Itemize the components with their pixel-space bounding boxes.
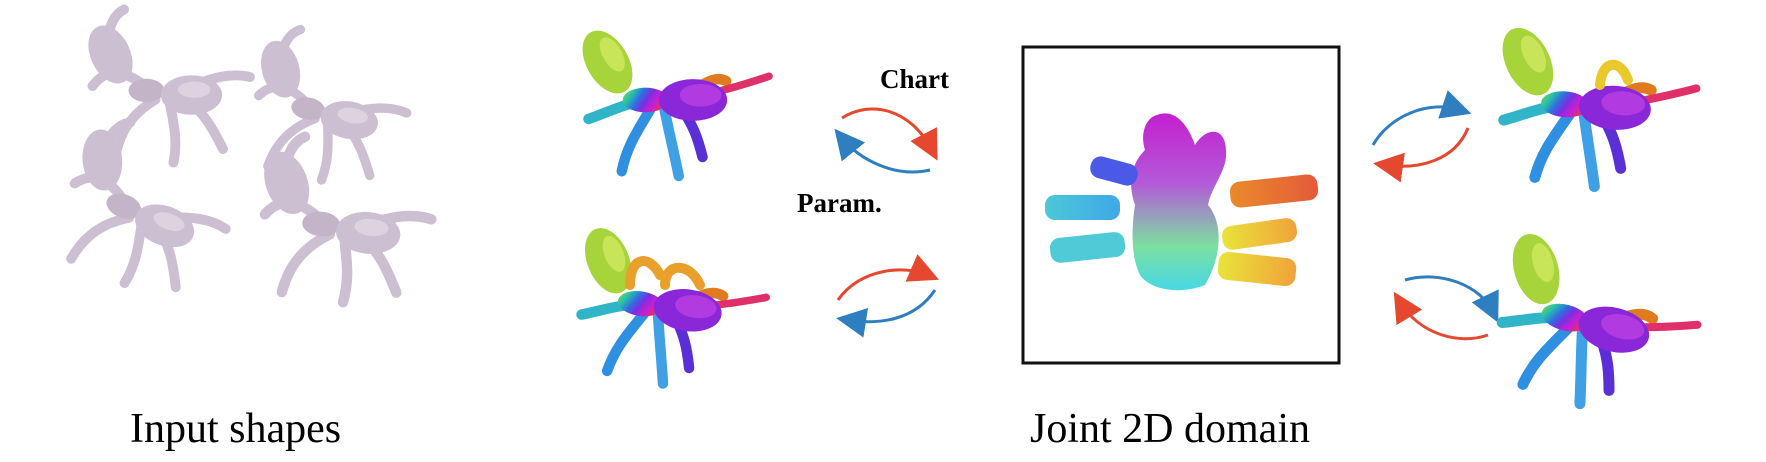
bottom-ant-arch-legs	[625, 256, 705, 290]
chart-left-3	[1049, 232, 1126, 263]
param-label: Param.	[797, 188, 882, 218]
input-ant-2	[234, 22, 418, 192]
caption-joint-domain: Joint 2D domain	[1030, 406, 1310, 452]
right-top-ant-arch-legs	[1595, 59, 1633, 90]
arrow-from-right-bottom	[1393, 291, 1489, 341]
colored-ant-right-bottom	[1471, 219, 1711, 426]
chart-left-1	[1090, 156, 1138, 186]
chart-arrow-top	[841, 107, 938, 161]
arrow-to-right-top	[1371, 90, 1472, 146]
arrow-from-right-top	[1373, 127, 1470, 183]
chart-right-2	[1221, 218, 1298, 250]
colored-ant-right-top	[1483, 17, 1701, 193]
chart-right-3	[1217, 251, 1297, 287]
right-arrows	[1371, 90, 1499, 341]
param-arrow-bottom	[836, 289, 937, 338]
param-arrow-top	[834, 128, 931, 174]
joint-domain-panel	[1021, 45, 1341, 365]
caption-input-shapes: Input shapes	[130, 406, 341, 452]
chart-label: Chart	[880, 64, 949, 94]
input-ant-4	[244, 133, 437, 310]
middle-arrows	[834, 107, 940, 338]
chart-arrow-bottom	[836, 254, 940, 301]
colored-ant-top	[572, 22, 769, 176]
chart-right-1	[1229, 174, 1319, 208]
input-shapes-group	[36, 9, 437, 309]
reconstructed-shapes-group	[1471, 17, 1711, 427]
torso-chart	[1131, 113, 1227, 291]
colored-ant-bottom	[558, 216, 774, 396]
chart-shapes-group	[558, 22, 774, 396]
arrow-to-right-bottom	[1404, 275, 1499, 323]
chart-left-2	[1045, 195, 1120, 220]
